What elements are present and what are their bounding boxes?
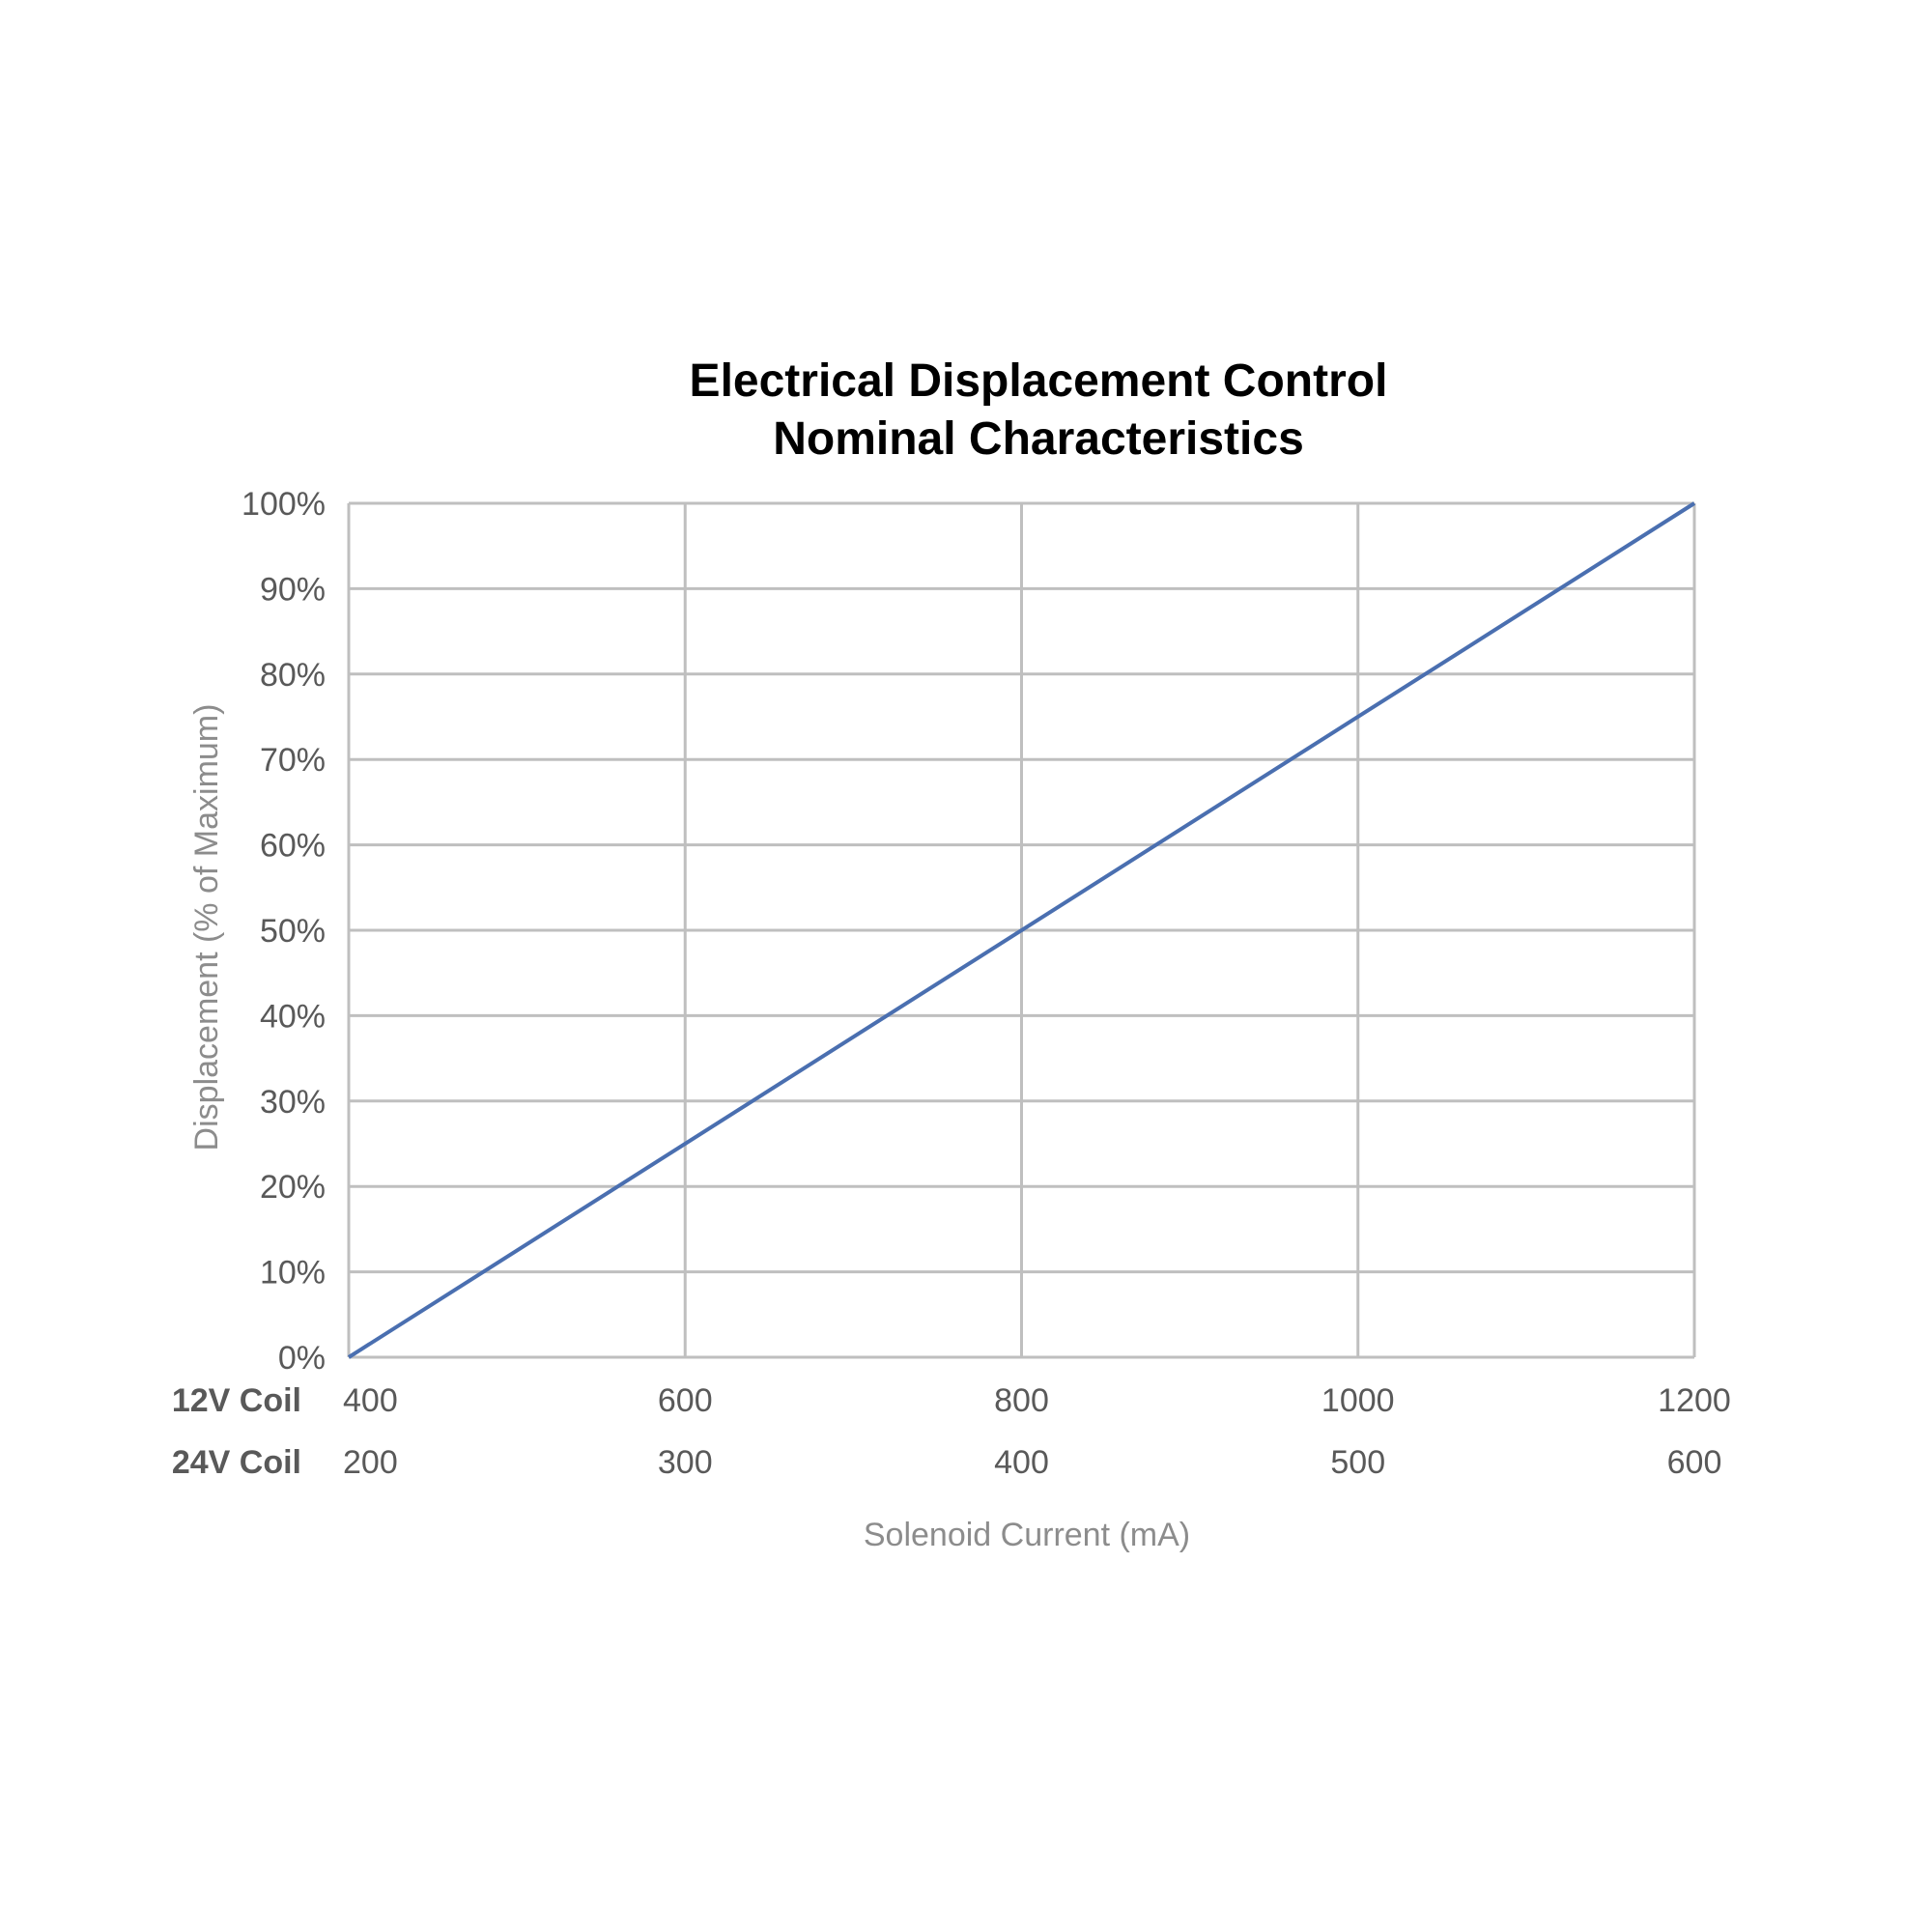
- x-tick-label: 300: [658, 1444, 713, 1481]
- y-tick-label: 20%: [260, 1169, 326, 1206]
- x-tick-label: 400: [994, 1444, 1049, 1481]
- y-tick-label: 40%: [260, 998, 326, 1035]
- y-tick-label: 80%: [260, 657, 326, 694]
- x-tick-label: 200: [343, 1444, 398, 1481]
- x-row-label: 12V Coil: [172, 1382, 301, 1419]
- x-tick-label: 1200: [1658, 1382, 1731, 1419]
- x-tick-label: 600: [658, 1382, 713, 1419]
- x-tick-label: 600: [1667, 1444, 1722, 1481]
- y-tick-label: 10%: [260, 1255, 326, 1292]
- chart-title-line-2: Nominal Characteristics: [773, 413, 1304, 465]
- y-tick-label: 30%: [260, 1084, 326, 1121]
- x-tick-label: 400: [343, 1382, 398, 1419]
- x-axis-title: Solenoid Current (mA): [864, 1517, 1190, 1553]
- x-tick-label: 800: [994, 1382, 1049, 1419]
- y-tick-label: 0%: [278, 1340, 326, 1377]
- series-group: [347, 501, 1696, 1359]
- x-axis-tick-rows: 12V Coil 400 600 800 1000 1200 24V Coil 200 300 4…: [172, 1382, 1731, 1481]
- y-axis-tick-labels: 0% 10% 20% 30% 40% 50% 60% 70% 80% 90% 100%: [242, 486, 326, 1377]
- x-row-label: 24V Coil: [172, 1444, 301, 1481]
- chart-title: Electrical Displacement Control Nominal …: [690, 355, 1388, 465]
- series-line: [347, 501, 1696, 1359]
- y-tick-label: 100%: [242, 486, 326, 523]
- y-tick-label: 70%: [260, 742, 326, 779]
- y-tick-label: 60%: [260, 828, 326, 865]
- x-tick-label: 500: [1330, 1444, 1385, 1481]
- x-tick-label: 1000: [1321, 1382, 1395, 1419]
- chart-title-line-1: Electrical Displacement Control: [690, 355, 1388, 407]
- y-tick-label: 90%: [260, 571, 326, 608]
- y-tick-label: 50%: [260, 913, 326, 950]
- y-axis-title: Displacement (% of Maximum): [188, 704, 225, 1151]
